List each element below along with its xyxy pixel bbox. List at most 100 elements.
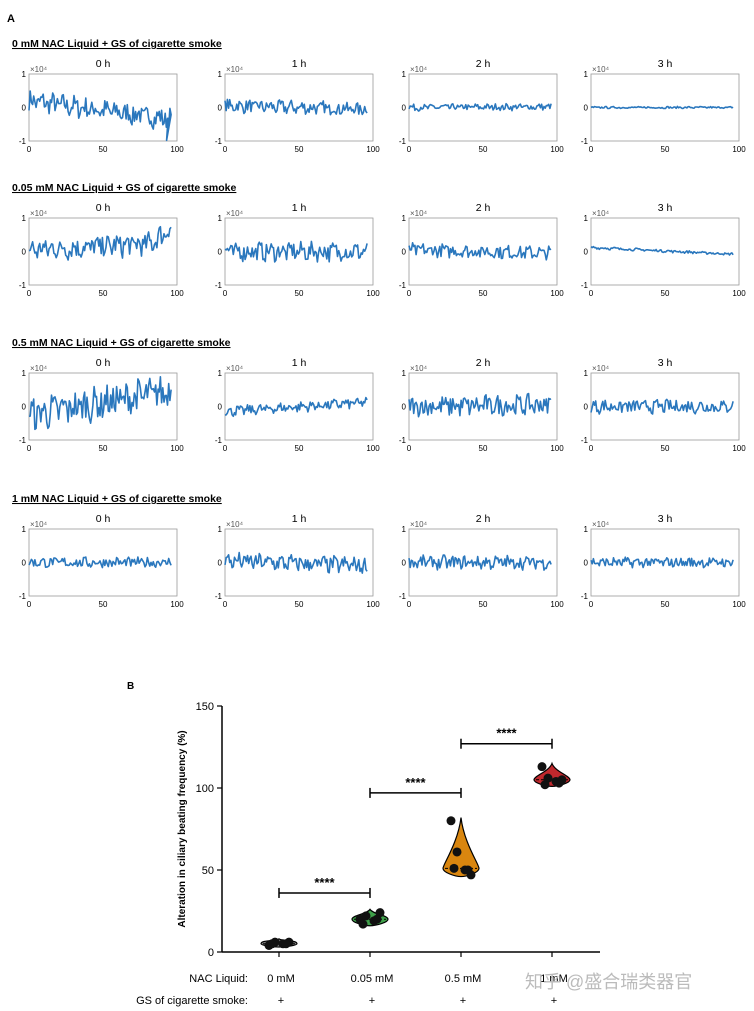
x-tick-label: 50 xyxy=(99,289,108,298)
axes-box xyxy=(408,372,558,441)
y-tick-label: -1 xyxy=(19,137,27,146)
exponent-label: ×10⁴ xyxy=(592,520,610,529)
time-title: 1 h xyxy=(292,357,307,369)
y-tick-label: 1 xyxy=(584,214,589,223)
x-tick-label: 50 xyxy=(479,145,488,154)
axes-box xyxy=(28,217,178,286)
gs-mark: + xyxy=(369,995,375,1007)
y-tick-label: 1 xyxy=(402,214,407,223)
watermark: 知乎 @盛合瑞类器官 xyxy=(525,972,692,992)
x-tick-label: 0 xyxy=(223,145,228,154)
time-title: 2 h xyxy=(476,513,491,525)
axes-box xyxy=(28,372,178,441)
axes-box xyxy=(28,528,178,597)
y-tick-label: -1 xyxy=(581,137,589,146)
x-tick-label: 50 xyxy=(295,444,304,453)
y-tick-label: -1 xyxy=(19,436,27,445)
y-tick-label: -1 xyxy=(215,436,223,445)
category-label: 0.05 mM xyxy=(351,973,394,985)
axes-box xyxy=(224,217,374,286)
time-title: 0 h xyxy=(96,513,111,525)
row-title-2: 0.5 mM NAC Liquid + GS of cigarette smok… xyxy=(12,337,231,349)
row-title-3: 1 mM NAC Liquid + GS of cigarette smoke xyxy=(12,493,222,505)
x-tick-label: 50 xyxy=(295,145,304,154)
time-title: 2 h xyxy=(476,202,491,214)
x-tick-label: 100 xyxy=(366,444,380,453)
x-tick-label: 100 xyxy=(550,145,564,154)
y-tick-label: 0 xyxy=(402,104,407,113)
y-tick-label: 0 xyxy=(402,559,407,568)
x-tick-label: 50 xyxy=(99,444,108,453)
x-tick-label: 100 xyxy=(732,600,746,609)
x-tick-label: 0 xyxy=(27,444,32,453)
time-title: 1 h xyxy=(292,202,307,214)
data-point xyxy=(358,919,368,929)
x-tick-label: 100 xyxy=(366,145,380,154)
trace-line xyxy=(590,556,734,569)
panel-b-violin-plot: 0 50 100 150 Alteration in ciliary beating f… xyxy=(136,701,600,1007)
x-tick-label: 50 xyxy=(479,289,488,298)
data-point xyxy=(446,816,456,826)
x-tick-label: 0 xyxy=(407,600,412,609)
time-title: 2 h xyxy=(476,58,491,70)
trace-line xyxy=(224,396,368,418)
y-tick-label: -1 xyxy=(581,281,589,290)
violin-05mM xyxy=(442,817,480,878)
exponent-label: ×10⁴ xyxy=(30,65,48,74)
y-tick-label: 50 xyxy=(202,865,214,877)
category-label: 1 mM xyxy=(540,973,568,985)
data-point xyxy=(267,939,277,949)
axes-box xyxy=(408,73,558,142)
x-tick-label: 0 xyxy=(27,145,32,154)
trace-line xyxy=(28,556,172,569)
row-label-nac: NAC Liquid: xyxy=(189,973,248,985)
y-tick-label: -1 xyxy=(215,592,223,601)
y-tick-label: 0 xyxy=(218,403,223,412)
x-tick-label: 0 xyxy=(223,289,228,298)
time-title: 1 h xyxy=(292,513,307,525)
x-tick-label: 0 xyxy=(407,444,412,453)
x-tick-label: 50 xyxy=(661,145,670,154)
y-tick-label: 0 xyxy=(584,559,589,568)
y-tick-label: 1 xyxy=(584,525,589,534)
significance-label: **** xyxy=(496,726,517,741)
x-tick-label: 100 xyxy=(170,600,184,609)
y-tick-label: 1 xyxy=(402,70,407,79)
y-tick-label: 0 xyxy=(22,104,27,113)
trace-line xyxy=(590,245,734,256)
y-tick-label: 150 xyxy=(196,701,214,713)
x-tick-label: 0 xyxy=(27,289,32,298)
x-tick-label: 0 xyxy=(589,145,594,154)
row-title-0: 0 mM NAC Liquid + GS of cigarette smoke xyxy=(12,38,222,50)
y-tick-label: 0 xyxy=(208,947,214,959)
time-title: 3 h xyxy=(658,357,673,369)
exponent-label: ×10⁴ xyxy=(592,65,610,74)
data-point xyxy=(537,762,547,772)
x-tick-label: 50 xyxy=(479,600,488,609)
trace-line xyxy=(224,98,368,116)
trace-line xyxy=(408,242,552,261)
axes-box xyxy=(28,73,178,142)
y-tick-label: 0 xyxy=(218,104,223,113)
y-tick-label: 0 xyxy=(218,248,223,257)
x-tick-label: 100 xyxy=(550,600,564,609)
trace-line xyxy=(590,398,734,415)
exponent-label: ×10⁴ xyxy=(410,364,428,373)
y-tick-label: -1 xyxy=(215,137,223,146)
x-tick-label: 100 xyxy=(366,600,380,609)
x-tick-label: 0 xyxy=(589,444,594,453)
y-tick-label: 0 xyxy=(584,248,589,257)
x-tick-label: 100 xyxy=(732,444,746,453)
y-tick-label: 0 xyxy=(22,403,27,412)
exponent-label: ×10⁴ xyxy=(410,209,428,218)
x-tick-label: 100 xyxy=(550,289,564,298)
significance-label: **** xyxy=(314,875,335,890)
data-point xyxy=(554,778,564,788)
y-tick-label: 0 xyxy=(584,104,589,113)
exponent-label: ×10⁴ xyxy=(30,364,48,373)
time-title: 0 h xyxy=(96,58,111,70)
x-tick-label: 0 xyxy=(27,600,32,609)
trace-line xyxy=(590,105,734,110)
time-title: 3 h xyxy=(658,202,673,214)
exponent-label: ×10⁴ xyxy=(30,520,48,529)
